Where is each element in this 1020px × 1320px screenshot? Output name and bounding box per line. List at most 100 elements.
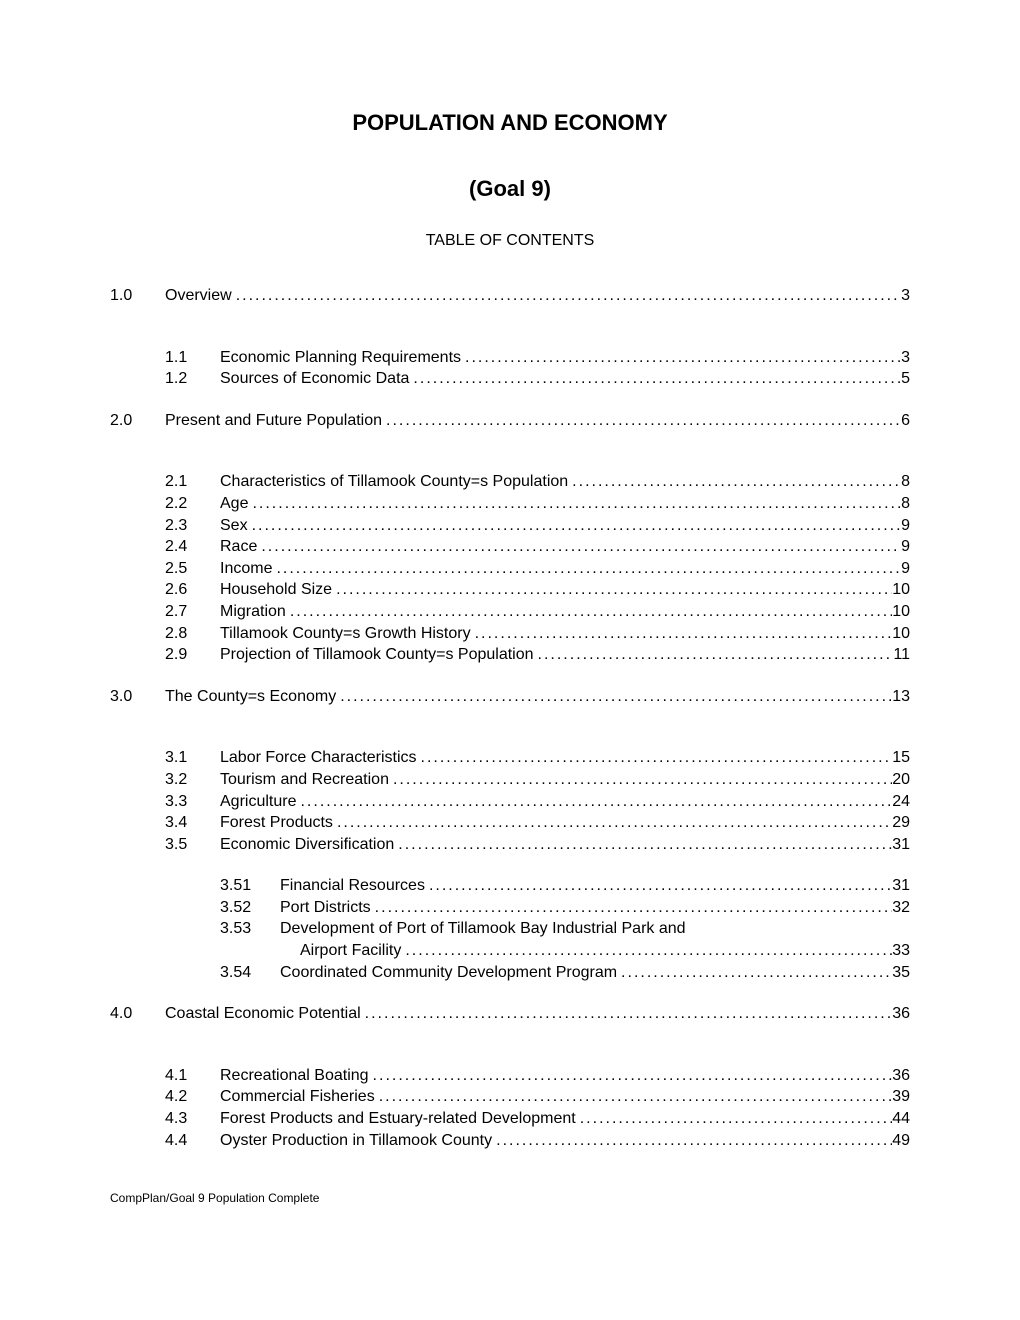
- toc-leader: ........................................…: [369, 1065, 893, 1087]
- toc-entry: 3.53Development of Port of Tillamook Bay…: [110, 918, 910, 940]
- toc-leader: ........................................…: [401, 940, 892, 962]
- toc-label: Oyster Production in Tillamook County: [220, 1130, 492, 1152]
- toc-entry: 2.6Household Size.......................…: [110, 579, 910, 601]
- toc-leader: ........................................…: [232, 285, 901, 307]
- toc-label: Projection of Tillamook County=s Populat…: [220, 644, 534, 666]
- toc-label: Recreational Boating: [220, 1065, 369, 1087]
- toc-entry: 4.1Recreational Boating.................…: [110, 1065, 910, 1087]
- toc-page: 24: [892, 791, 910, 813]
- toc-entry: Airport Facility........................…: [110, 940, 910, 962]
- footer-text: CompPlan/Goal 9 Population Complete: [110, 1191, 910, 1205]
- toc-entry: 1.0Overview.............................…: [110, 285, 910, 307]
- toc-label: Forest Products and Estuary-related Deve…: [220, 1108, 576, 1130]
- toc-page: 6: [901, 410, 910, 432]
- toc-leader: ........................................…: [336, 686, 892, 708]
- toc-leader: ........................................…: [296, 791, 892, 813]
- toc-leader: ........................................…: [375, 1086, 893, 1108]
- toc-entry: 2.8Tillamook County=s Growth History....…: [110, 623, 910, 645]
- toc-page: 20: [892, 769, 910, 791]
- toc-page: 8: [901, 471, 910, 493]
- toc-entry: 2.5Income...............................…: [110, 558, 910, 580]
- toc-entry: 2.1Characteristics of Tillamook County=s…: [110, 471, 910, 493]
- toc-page: 29: [892, 812, 910, 834]
- toc-page: 10: [892, 623, 910, 645]
- toc-leader: ........................................…: [257, 536, 901, 558]
- toc-page: 10: [892, 579, 910, 601]
- toc-label: Airport Facility: [285, 940, 401, 962]
- toc-number: 4.4: [165, 1130, 220, 1152]
- toc-entry: 3.0The County=s Economy.................…: [110, 686, 910, 708]
- toc-label: Financial Resources: [280, 875, 425, 897]
- toc-number: 3.1: [165, 747, 220, 769]
- toc-leader: ........................................…: [534, 644, 894, 666]
- toc-leader: ........................................…: [425, 875, 892, 897]
- toc-page: 9: [901, 536, 910, 558]
- toc-number: 3.2: [165, 769, 220, 791]
- toc-leader: ........................................…: [382, 410, 901, 432]
- toc-label: Forest Products: [220, 812, 333, 834]
- toc-entry: 3.1Labor Force Characteristics..........…: [110, 747, 910, 769]
- toc-leader: ........................................…: [361, 1003, 893, 1025]
- toc-number: 2.2: [165, 493, 220, 515]
- toc-leader: ........................................…: [332, 579, 892, 601]
- toc-number: 2.7: [165, 601, 220, 623]
- toc-page: 15: [892, 747, 910, 769]
- toc-label: Labor Force Characteristics: [220, 747, 417, 769]
- toc-leader: ........................................…: [248, 493, 901, 515]
- toc-page: 9: [901, 515, 910, 537]
- toc-entry: 2.2Age..................................…: [110, 493, 910, 515]
- toc-entry: 2.7Migration............................…: [110, 601, 910, 623]
- toc-leader: ........................................…: [576, 1108, 892, 1130]
- toc-number: 2.9: [165, 644, 220, 666]
- toc-number: 4.2: [165, 1086, 220, 1108]
- toc-label: Coordinated Community Development Progra…: [280, 962, 617, 984]
- toc-entry: 3.3Agriculture..........................…: [110, 791, 910, 813]
- toc-number: 1.2: [165, 368, 220, 390]
- toc-number: 4.1: [165, 1065, 220, 1087]
- toc-page: 3: [901, 347, 910, 369]
- toc-leader: ........................................…: [389, 769, 892, 791]
- toc-page: 49: [892, 1130, 910, 1152]
- toc-number: 1.0: [110, 285, 165, 307]
- toc-entry: 4.4Oyster Production in Tillamook County…: [110, 1130, 910, 1152]
- toc-page: 10: [892, 601, 910, 623]
- toc-entry: 3.52Port Districts......................…: [110, 897, 910, 919]
- toc-number: 3.54: [220, 962, 280, 984]
- toc-number: 2.4: [165, 536, 220, 558]
- toc-number: 4.0: [110, 1003, 165, 1025]
- toc-number: 2.3: [165, 515, 220, 537]
- toc-page: 13: [892, 686, 910, 708]
- toc-heading: TABLE OF CONTENTS: [110, 232, 910, 250]
- toc-label: Migration: [220, 601, 286, 623]
- toc-number: 2.1: [165, 471, 220, 493]
- toc-page: 44: [892, 1108, 910, 1130]
- toc-entry: 3.5Economic Diversification.............…: [110, 834, 910, 856]
- document-title: POPULATION AND ECONOMY: [110, 110, 910, 136]
- toc-entry: 2.9Projection of Tillamook County=s Popu…: [110, 644, 910, 666]
- toc-leader: ........................................…: [394, 834, 892, 856]
- toc-entry: 2.3Sex..................................…: [110, 515, 910, 537]
- toc-leader: ........................................…: [371, 897, 893, 919]
- toc-number: 3.0: [110, 686, 165, 708]
- toc-number: 4.3: [165, 1108, 220, 1130]
- toc-leader: ........................................…: [492, 1130, 892, 1152]
- toc-number: 1.1: [165, 347, 220, 369]
- toc-leader: ........................................…: [333, 812, 892, 834]
- table-of-contents: 1.0Overview.............................…: [110, 285, 910, 1151]
- toc-page: 36: [892, 1003, 910, 1025]
- toc-label: Household Size: [220, 579, 332, 601]
- toc-label: Tourism and Recreation: [220, 769, 389, 791]
- toc-label: Income: [220, 558, 272, 580]
- toc-page: 3: [901, 285, 910, 307]
- toc-entry: 3.4Forest Products......................…: [110, 812, 910, 834]
- document-subtitle: (Goal 9): [110, 176, 910, 202]
- toc-entry: 1.2Sources of Economic Data.............…: [110, 368, 910, 390]
- toc-entry: 1.1Economic Planning Requirements.......…: [110, 347, 910, 369]
- toc-page: 35: [892, 962, 910, 984]
- toc-page: 9: [901, 558, 910, 580]
- toc-number: 3.53: [220, 918, 280, 940]
- toc-entry: 2.4Race.................................…: [110, 536, 910, 558]
- toc-label: Sex: [220, 515, 248, 537]
- toc-label: Age: [220, 493, 248, 515]
- toc-entry: 4.2Commercial Fisheries.................…: [110, 1086, 910, 1108]
